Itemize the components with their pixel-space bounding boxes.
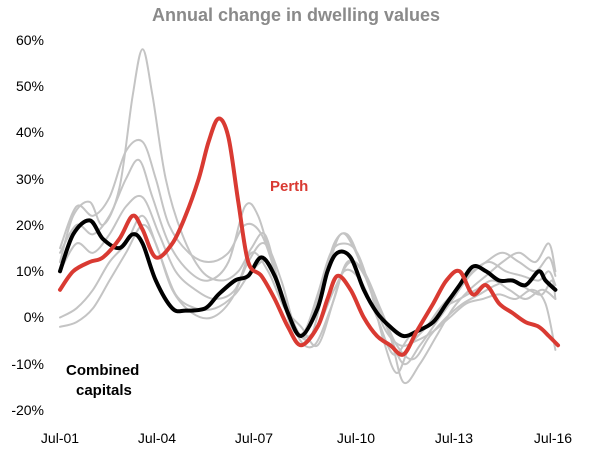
combined-capitals-label-line1: Combined — [66, 362, 139, 379]
y-tick-label: 60% — [16, 32, 44, 48]
series-line-perth — [58, 116, 560, 357]
combined-capitals-label-line2: capitals — [76, 382, 132, 399]
x-tick-label: Jul-01 — [41, 430, 79, 446]
y-tick-label: 0% — [24, 309, 44, 325]
y-tick-label: 50% — [16, 78, 44, 94]
y-tick-label: 30% — [16, 171, 44, 187]
series-line-city-d — [59, 194, 557, 361]
x-tick-label: Jul-04 — [138, 430, 176, 446]
y-tick-label: -10% — [11, 356, 44, 372]
y-tick-label: -20% — [11, 402, 44, 418]
y-tick-label: 40% — [16, 124, 44, 140]
series-line-combined — [58, 218, 558, 339]
series-lines — [58, 48, 560, 385]
x-tick-label: Jul-10 — [337, 430, 375, 446]
x-tick-label: Jul-16 — [534, 430, 572, 446]
perth-label: Perth — [270, 178, 308, 195]
y-tick-label: 10% — [16, 263, 44, 279]
x-axis-tick-labels: Jul-01 Jul-04 Jul-07 Jul-10 Jul-13 Jul-1… — [41, 430, 572, 446]
chart-title: Annual change in dwelling values — [152, 5, 440, 25]
series-line-city-a — [59, 48, 557, 374]
x-tick-label: Jul-13 — [435, 430, 473, 446]
y-tick-label: 20% — [16, 217, 44, 233]
y-axis-tick-labels: 60% 50% 40% 30% 20% 10% 0% -10% -20% — [11, 32, 44, 418]
series-line-city-e — [59, 223, 557, 356]
x-tick-label: Jul-07 — [235, 430, 273, 446]
